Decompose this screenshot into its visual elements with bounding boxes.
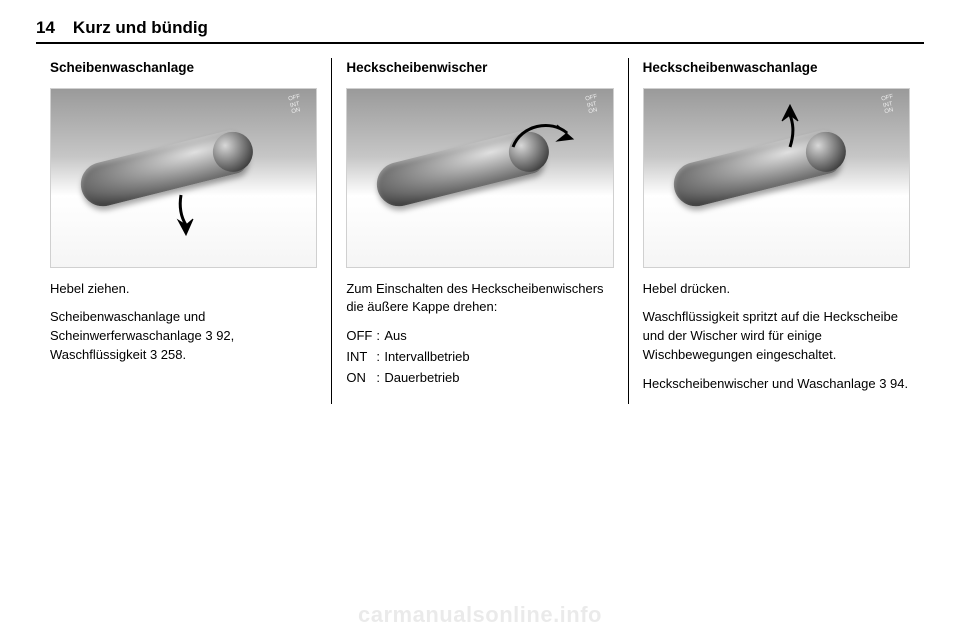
column-3: Heckscheibenwaschanlage OFF INT ON Hebel… bbox=[628, 58, 924, 404]
paragraph: Heckscheibenwischer und Waschanlage 3 94… bbox=[643, 375, 910, 394]
arrow-rotate-icon bbox=[507, 115, 577, 163]
column-2-illustration: OFF INT ON bbox=[346, 88, 613, 268]
column-1-illustration: OFF INT ON bbox=[50, 88, 317, 268]
def-key: ON bbox=[346, 369, 376, 388]
def-colon: : bbox=[376, 327, 384, 346]
column-3-illustration: OFF INT ON bbox=[643, 88, 910, 268]
paragraph: Hebel ziehen. bbox=[50, 280, 317, 299]
column-1-title: Scheibenwaschanlage bbox=[50, 58, 317, 78]
def-key: OFF bbox=[346, 327, 376, 346]
arrow-down-icon bbox=[169, 193, 205, 237]
arrow-up-icon bbox=[772, 103, 806, 149]
column-3-title: Heckscheibenwaschanlage bbox=[643, 58, 910, 78]
definition-list: OFF:Aus INT:Intervallbetrieb ON:Dauerbet… bbox=[346, 327, 613, 388]
def-value: Dauerbetrieb bbox=[384, 369, 613, 388]
def-value: Aus bbox=[384, 327, 613, 346]
column-1: Scheibenwaschanlage OFF INT ON Hebel zie… bbox=[36, 58, 331, 404]
watermark: carmanualsonline.info bbox=[0, 602, 960, 628]
def-colon: : bbox=[376, 369, 384, 388]
chapter-title: Kurz und bündig bbox=[73, 18, 208, 38]
def-key: INT bbox=[346, 348, 376, 367]
paragraph: Zum Einschalten des Heckscheibenwischers… bbox=[346, 280, 613, 318]
wiper-stalk-icon bbox=[76, 127, 252, 211]
paragraph: Scheibenwaschanlage und Scheinwerferwasc… bbox=[50, 308, 317, 365]
stalk-labels: OFF INT ON bbox=[584, 93, 600, 115]
paragraph: Hebel drücken. bbox=[643, 280, 910, 299]
content-columns: Scheibenwaschanlage OFF INT ON Hebel zie… bbox=[36, 58, 924, 404]
column-2: Heckscheibenwischer OFF INT ON Zum Einsc… bbox=[331, 58, 627, 404]
column-2-title: Heckscheibenwischer bbox=[346, 58, 613, 78]
stalk-labels: OFF INT ON bbox=[288, 93, 304, 115]
stalk-labels: OFF INT ON bbox=[881, 93, 897, 115]
wiper-stalk-icon bbox=[669, 127, 845, 211]
def-colon: : bbox=[376, 348, 384, 367]
page-header: 14 Kurz und bündig bbox=[36, 18, 924, 44]
paragraph: Waschflüssigkeit spritzt auf die Hecksch… bbox=[643, 308, 910, 365]
page-number: 14 bbox=[36, 18, 55, 38]
def-value: Intervallbetrieb bbox=[384, 348, 613, 367]
